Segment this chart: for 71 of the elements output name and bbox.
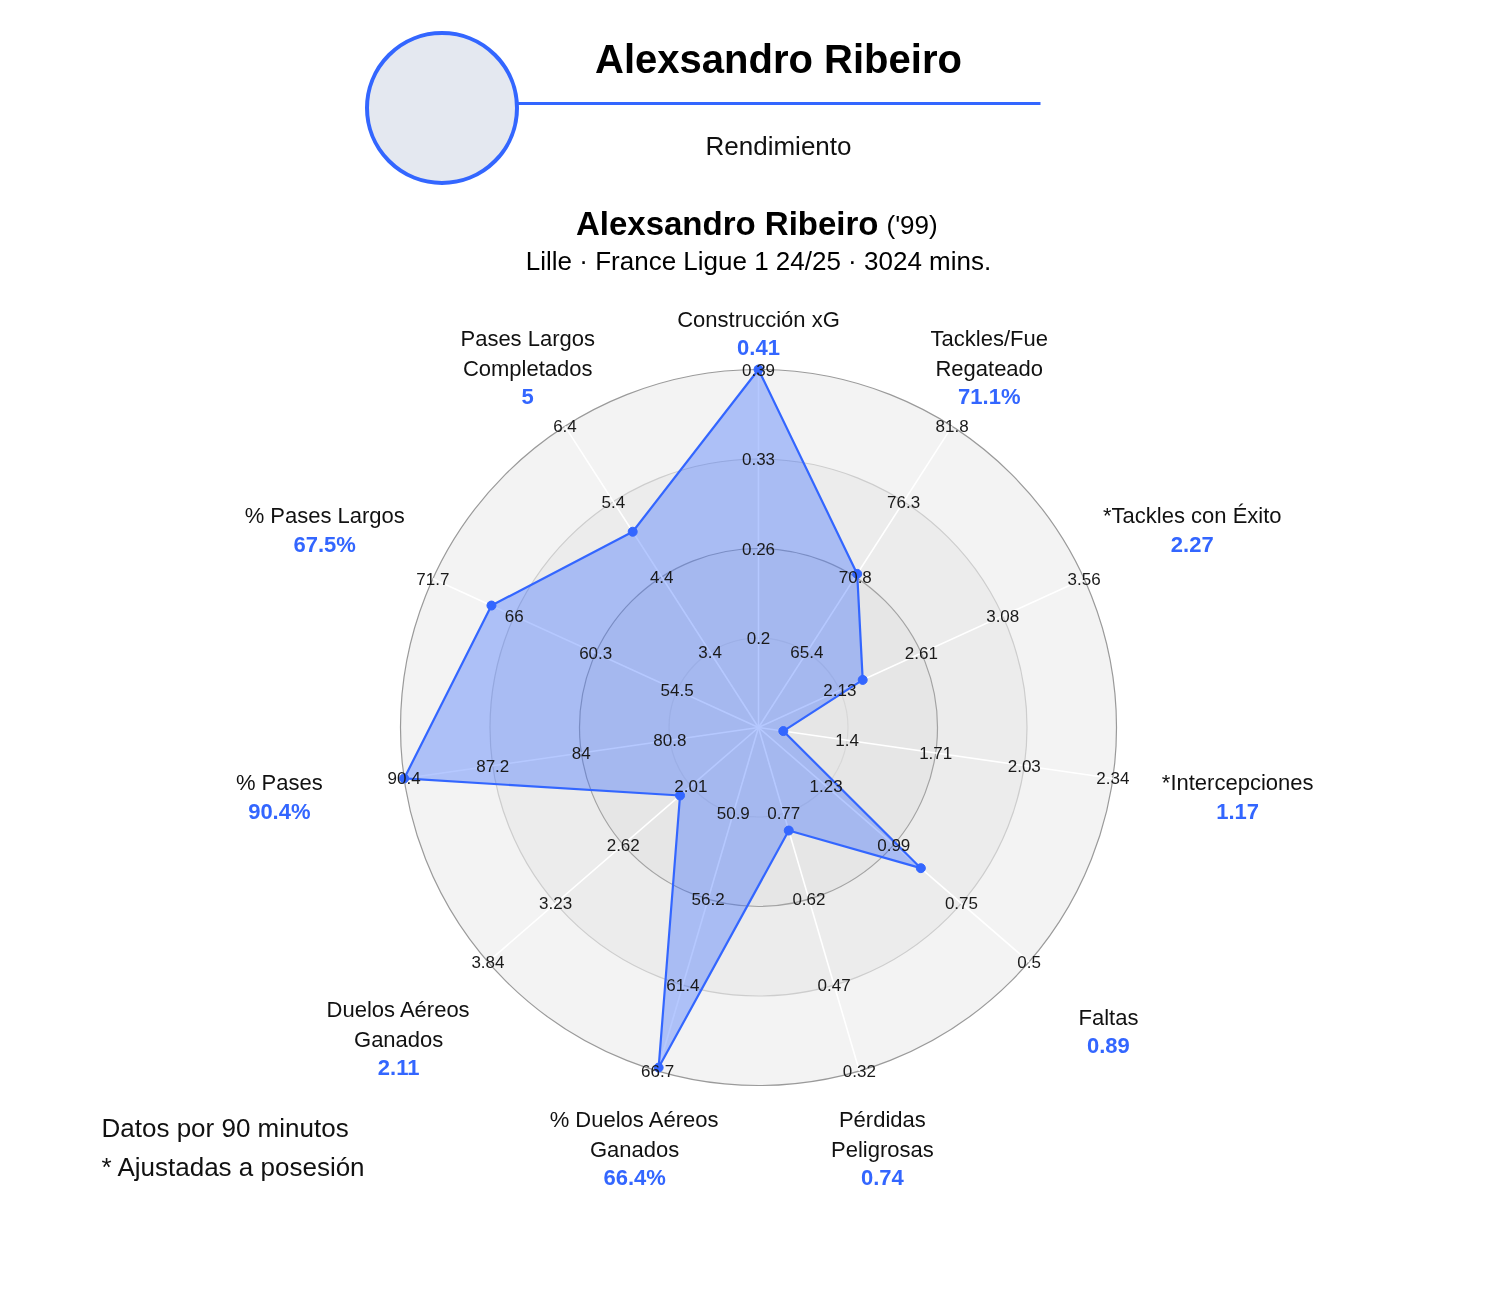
text: 2.61 (904, 644, 938, 664)
text: 0.89 (1087, 1033, 1130, 1059)
spoke-label: Pérdidas Peligrosas (830, 1106, 934, 1162)
text: 60.3 (579, 644, 613, 664)
text: 1.71 (919, 743, 953, 763)
text: 3.56 (1067, 569, 1101, 589)
text: 50.9 (716, 804, 750, 824)
text: 2.34 (1096, 769, 1130, 789)
text: 81.8 (935, 417, 969, 437)
text: 5.4 (601, 492, 626, 512)
text: 4.4 (649, 567, 674, 587)
text: 1.17 (1216, 798, 1260, 824)
text: 0.41 (737, 335, 780, 360)
text: 3.4 (698, 643, 722, 663)
spoke-label: *Tackles con Éxito (1103, 503, 1282, 529)
text: 0.33 (741, 450, 776, 469)
text: 66 (504, 606, 524, 626)
text: 0.99 (877, 835, 911, 855)
text: Alexsandro Ribeiro (575, 205, 879, 242)
text: 87.2 (476, 756, 510, 776)
text: 66.4% (603, 1165, 666, 1191)
text: ('99) (886, 209, 938, 240)
text: 67.5% (293, 531, 356, 557)
text: 2.03 (1007, 756, 1041, 776)
spoke-label: % Pases Largos (244, 503, 405, 529)
text: 0.77 (767, 804, 801, 824)
text: 0.74 (860, 1165, 905, 1191)
text: 2.27 (1170, 531, 1214, 557)
text: 66.7 (641, 1062, 675, 1081)
text: 76.3 (887, 492, 921, 512)
text: 0.26 (741, 539, 776, 559)
text: 0.47 (817, 976, 851, 996)
text: 2.13 (823, 681, 857, 701)
text: 0.32 (842, 1062, 876, 1081)
text: 2.62 (606, 835, 640, 855)
text: 2.11 (377, 1055, 420, 1081)
text: 1.4 (835, 731, 859, 751)
text: 71.7 (416, 569, 450, 589)
chart-title: Alexsandro Ribeiro (595, 36, 962, 81)
text: 0.75 (944, 894, 978, 914)
text: Lille · France Ligue 1 24/25 · 3024 mins. (525, 245, 992, 276)
spoke-label: % Duelos Aéreos Ganados (549, 1106, 719, 1162)
text: 90.4% (248, 798, 311, 824)
text: 2.01 (674, 777, 708, 797)
text: 3.84 (471, 952, 505, 972)
text: 61.4 (666, 976, 700, 996)
spoke-label: Construcción xG (677, 306, 840, 332)
text: 70.8 (838, 567, 872, 587)
text: 3.23 (539, 894, 573, 914)
text: 0.2 (746, 629, 771, 648)
text: 54.5 (660, 681, 694, 701)
spoke-label: % Pases (235, 770, 323, 796)
text: 0.62 (792, 890, 826, 910)
text: 0.5 (1017, 952, 1041, 972)
text: 84 (571, 743, 591, 763)
spoke-label: Pases Largos Completados (460, 325, 596, 381)
text: 80.8 (653, 731, 687, 751)
spoke-label: Duelos Aéreos Ganados (326, 996, 470, 1052)
spoke-label: Tackles/Fue Regateado (930, 325, 1048, 381)
text: 6.4 (553, 417, 577, 437)
text: 65.4 (790, 643, 824, 663)
text: 5 (521, 384, 534, 410)
chart-subtitle: Rendimiento (705, 130, 852, 161)
text: Datos por 90 minutos (101, 1112, 349, 1143)
spoke-label: *Intercepciones (1161, 770, 1314, 796)
spoke-label: Faltas (1078, 1004, 1139, 1030)
text: 3.08 (986, 606, 1020, 626)
text: 71.1% (958, 384, 1021, 410)
text: * Ajustadas a posesión (101, 1151, 365, 1182)
text: 56.2 (691, 890, 725, 910)
text: 1.23 (809, 777, 843, 797)
